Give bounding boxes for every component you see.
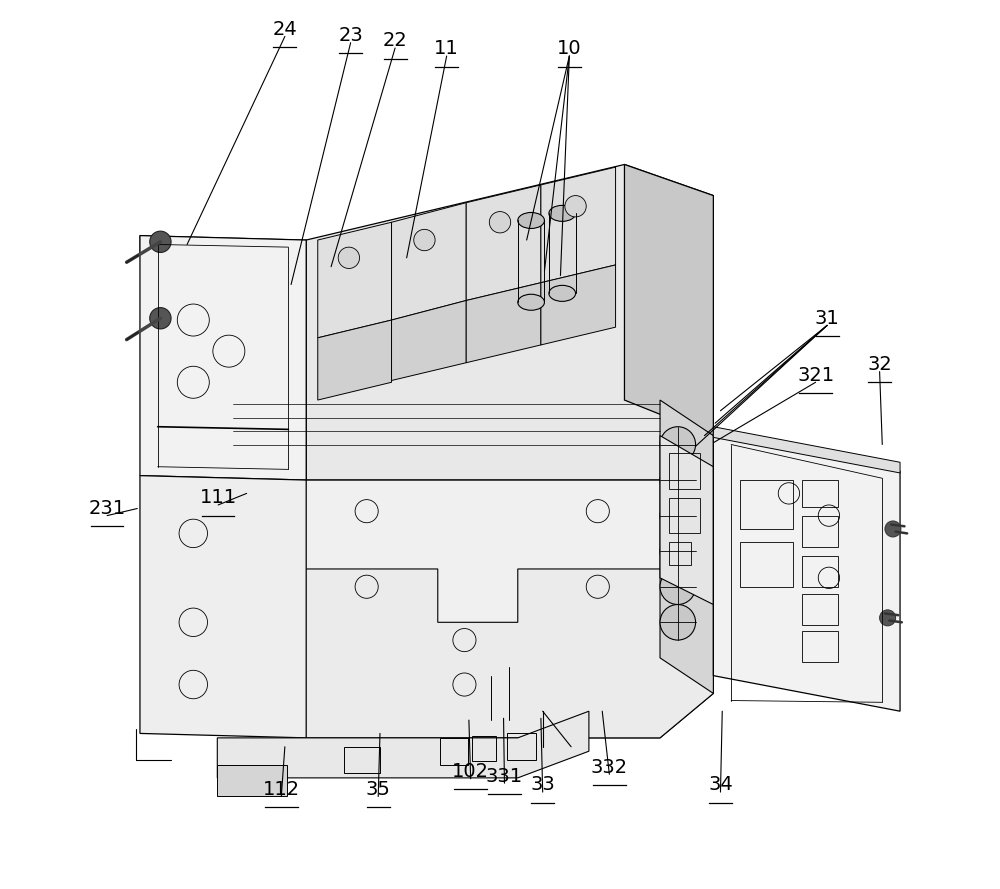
Ellipse shape [518,294,544,310]
Polygon shape [217,436,713,738]
Circle shape [150,231,171,252]
Text: 34: 34 [708,775,733,795]
Polygon shape [217,711,589,778]
Ellipse shape [549,205,576,221]
Polygon shape [392,300,466,380]
Circle shape [150,308,171,329]
Text: 23: 23 [338,26,363,45]
Circle shape [489,212,511,233]
Text: 112: 112 [263,780,300,799]
Circle shape [660,462,696,498]
Text: 331: 331 [486,766,523,786]
Polygon shape [318,222,392,338]
Circle shape [660,605,696,640]
Polygon shape [140,476,306,738]
Polygon shape [306,164,713,480]
Polygon shape [541,265,616,345]
Text: 11: 11 [434,39,459,59]
Text: 24: 24 [272,20,297,39]
Text: 102: 102 [452,762,489,781]
Text: 321: 321 [797,365,834,385]
Text: 10: 10 [557,39,582,59]
Text: 332: 332 [591,757,628,777]
Text: 231: 231 [88,499,126,518]
Polygon shape [466,185,541,300]
Circle shape [660,427,696,462]
Polygon shape [217,765,287,796]
Circle shape [660,569,696,605]
Ellipse shape [518,212,544,228]
Circle shape [880,610,896,626]
Circle shape [660,498,696,533]
Polygon shape [217,529,713,738]
Text: 22: 22 [383,31,407,51]
Text: 111: 111 [200,488,237,508]
Circle shape [660,533,696,569]
Circle shape [414,229,435,251]
Polygon shape [624,164,713,436]
Ellipse shape [549,285,576,301]
Polygon shape [318,320,392,400]
Polygon shape [217,240,306,569]
Polygon shape [140,236,306,480]
Polygon shape [713,427,900,473]
Text: 31: 31 [815,308,840,328]
Polygon shape [660,436,713,605]
Circle shape [338,247,360,268]
Text: 35: 35 [366,780,391,799]
Text: 32: 32 [867,355,892,374]
Polygon shape [713,436,900,711]
Polygon shape [660,400,713,693]
Polygon shape [466,283,541,363]
Circle shape [885,521,901,537]
Polygon shape [392,203,466,320]
Polygon shape [541,167,616,283]
Polygon shape [140,236,306,258]
Text: 33: 33 [530,775,555,795]
Circle shape [565,196,586,217]
